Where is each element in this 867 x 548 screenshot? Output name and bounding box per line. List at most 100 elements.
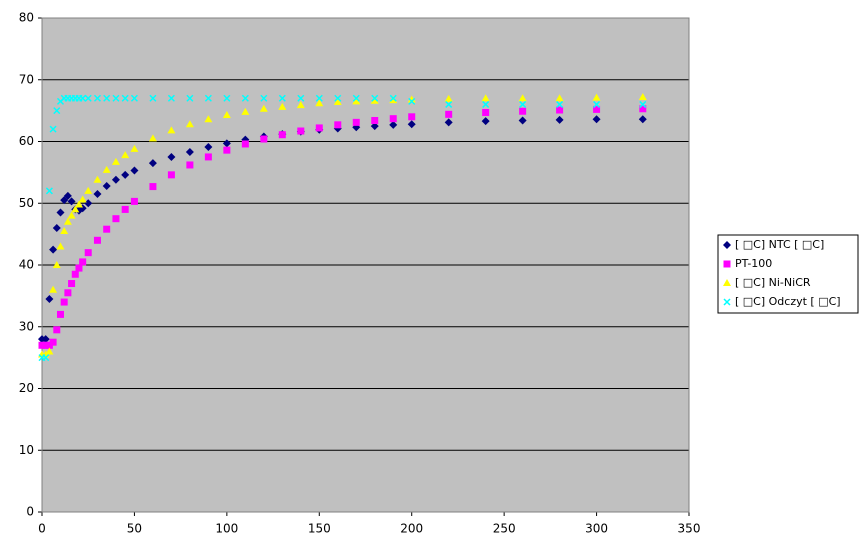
point-cross <box>723 298 731 306</box>
point <box>315 124 323 132</box>
point <box>67 197 76 206</box>
point <box>352 118 360 126</box>
point <box>84 186 93 194</box>
legend: [ □C] NTC [ □C] PT-100 [ □C] Ni-NiCR [ □C] … <box>717 234 859 314</box>
point <box>121 94 129 102</box>
point <box>482 100 490 108</box>
point <box>278 102 287 110</box>
y-tick-label: 20 <box>19 381 34 395</box>
point-cross <box>519 100 527 108</box>
point <box>593 105 601 113</box>
point <box>112 94 120 102</box>
point <box>121 151 130 159</box>
x-tick-label: 300 <box>585 522 608 536</box>
point <box>63 217 72 225</box>
point <box>389 94 397 102</box>
point <box>93 236 101 244</box>
point <box>71 205 80 213</box>
point-cross <box>204 94 212 102</box>
point <box>93 175 102 183</box>
point <box>64 289 72 297</box>
point <box>389 115 397 123</box>
point <box>42 354 50 362</box>
point-cross <box>389 94 397 102</box>
point <box>260 94 268 102</box>
point-cross <box>130 94 138 102</box>
point <box>186 94 194 102</box>
y-tick-label: 40 <box>19 258 34 272</box>
point-cross <box>408 97 416 105</box>
point <box>370 96 379 104</box>
point <box>45 187 53 195</box>
point-cross <box>42 354 50 362</box>
point <box>333 97 342 105</box>
x-tick-label: 200 <box>400 522 423 536</box>
point-cross <box>103 94 111 102</box>
y-tick-label: 80 <box>19 11 34 25</box>
point <box>49 285 58 293</box>
point <box>84 249 92 257</box>
point <box>75 264 83 272</box>
point <box>149 183 157 191</box>
point <box>407 95 416 103</box>
point-cross <box>186 94 194 102</box>
point <box>241 107 250 115</box>
x-tick-label: 250 <box>493 522 516 536</box>
x-tick-label: 100 <box>215 522 238 536</box>
point <box>222 139 231 148</box>
point <box>148 159 157 168</box>
point <box>68 280 76 288</box>
point <box>408 97 416 105</box>
point <box>130 144 139 152</box>
point <box>481 117 490 126</box>
point <box>296 101 305 109</box>
point <box>638 93 647 101</box>
legend-marker <box>723 260 731 268</box>
point <box>60 298 68 306</box>
point-cross <box>45 187 53 195</box>
point <box>555 94 564 102</box>
point-cross <box>445 100 453 108</box>
point <box>352 94 360 102</box>
point-cross <box>167 94 175 102</box>
x-tick-label: 50 <box>127 522 142 536</box>
point <box>45 294 54 303</box>
point <box>111 175 120 184</box>
point-cross <box>260 94 268 102</box>
point <box>111 157 120 165</box>
point <box>370 122 379 131</box>
y-tick-label: 70 <box>19 72 34 86</box>
point <box>260 135 268 143</box>
point <box>63 191 72 200</box>
point <box>592 93 601 101</box>
y-tick-label: 0 <box>26 505 34 519</box>
point <box>592 115 601 124</box>
point <box>389 96 398 104</box>
point <box>56 208 65 217</box>
point <box>79 258 87 266</box>
point-cross <box>93 94 101 102</box>
point-cross <box>639 100 647 108</box>
point <box>593 100 601 108</box>
point-cross <box>278 94 286 102</box>
point <box>45 341 53 349</box>
legend-label: [ □C] Ni-NiCR <box>735 276 811 289</box>
point-cross <box>53 107 61 115</box>
point <box>556 100 564 108</box>
point <box>45 347 54 355</box>
point <box>167 126 176 134</box>
point-cross <box>223 94 231 102</box>
point <box>102 181 111 190</box>
point <box>38 341 46 349</box>
point <box>445 100 453 108</box>
point <box>71 270 79 278</box>
point <box>278 131 286 139</box>
point <box>371 117 379 125</box>
legend-marker <box>723 241 731 249</box>
point <box>556 106 564 114</box>
point <box>334 121 342 129</box>
point <box>60 227 69 235</box>
point <box>52 223 61 232</box>
point-cross <box>149 94 157 102</box>
x-tick-label: 0 <box>38 522 46 536</box>
